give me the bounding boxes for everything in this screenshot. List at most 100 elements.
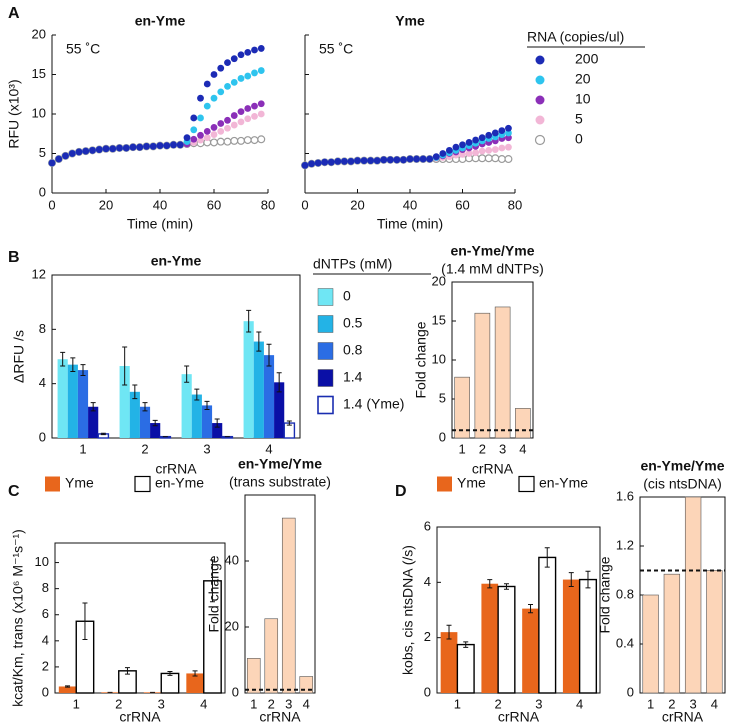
error-bar [568,572,574,587]
data-point [478,147,486,155]
data-point [459,141,466,149]
data-point [465,139,473,146]
error-bar [80,364,86,377]
legend-label: 1.4 [343,369,363,385]
data-point [413,155,420,163]
bar [642,594,659,694]
y-tick-label: 10 [432,351,446,366]
chart-title: en-Yme/Yme [238,456,322,472]
bar [88,406,99,438]
y-tick-label: 20 [432,273,446,288]
error-bar [184,365,190,383]
chart-title: Yme [395,13,425,29]
data-point [143,142,150,150]
data-point [149,142,157,150]
bar [515,408,531,439]
data-point [170,141,177,149]
data-point [89,146,96,154]
error-bar [528,603,534,614]
data-point [216,137,225,146]
legend-swatch [535,95,545,105]
error-bar [70,357,76,372]
bar [706,570,723,694]
data-point [250,136,259,145]
legend-swatch [317,395,334,415]
data-point [203,102,211,110]
data-point [217,120,225,127]
data-point [484,154,493,163]
bar [181,374,192,438]
y-tick-label: 15 [32,66,46,81]
panel-label: C [8,483,20,500]
data-point [190,135,198,143]
legend-title: RNA (copies/ul) [527,29,624,45]
data-point [48,159,56,167]
data-point [129,143,137,151]
x-tick-label: 1 [459,441,466,456]
data-point [257,110,265,118]
data-point [478,154,487,163]
error-bar [503,583,509,590]
bar [274,382,285,438]
data-point [243,136,252,145]
legend-swatch [535,75,545,85]
data-point [327,158,335,166]
error-bar [60,351,66,367]
legend-label: 5 [575,111,583,127]
data-point [251,69,258,77]
error-bar [544,547,550,568]
x-tick-label: 60 [207,197,221,212]
legend-swatch [317,288,334,306]
error-bar [192,670,198,677]
chart-title: en-Yme/Yme [640,458,724,474]
data-point [203,80,211,88]
data-point [230,112,238,119]
error-bar [446,624,452,640]
data-point [109,145,117,153]
data-point [75,148,83,156]
data-point [244,115,252,123]
x-tick-label: 2 [268,696,275,711]
data-point [426,155,434,163]
x-tick-label: 3 [499,441,506,456]
legend-swatch [317,315,334,333]
data-point [244,105,252,112]
plot-frame [54,542,226,694]
legend-title: dNTPs (mM) [313,256,392,272]
data-point [340,158,348,165]
data-point [197,94,204,102]
bar [264,618,279,694]
data-point [237,136,246,145]
data-point [367,157,375,165]
data-point [210,138,219,147]
y-axis-label: Fold change [206,555,222,632]
x-tick-label: 3 [535,696,542,711]
data-point [230,136,239,145]
legend-label: en-Yme [155,475,204,491]
error-bar [246,309,252,333]
x-tick-label: 4 [200,696,207,711]
panel-label: D [395,483,407,500]
data-point [190,126,198,134]
data-point [163,142,171,150]
chart-title: en-Yme [151,253,202,269]
data-point [251,46,258,54]
data-point [393,156,401,164]
data-point [491,146,499,153]
legend-swatch [518,475,535,493]
x-tick-label: 80 [261,197,275,212]
data-point [301,161,309,169]
legend-swatch [535,115,545,125]
data-point [380,156,388,164]
chart-subtitle: (1.4 mM dNTPs) [441,261,544,277]
x-tick-label: 3 [690,696,697,711]
data-point [465,150,473,157]
error-bar [585,570,591,589]
data-point [251,112,258,120]
bar [481,583,499,693]
x-tick-label: 20 [99,197,113,212]
data-point [224,82,231,90]
bar [160,672,180,694]
bar [186,673,204,693]
legend-label: en-Yme [539,475,588,491]
